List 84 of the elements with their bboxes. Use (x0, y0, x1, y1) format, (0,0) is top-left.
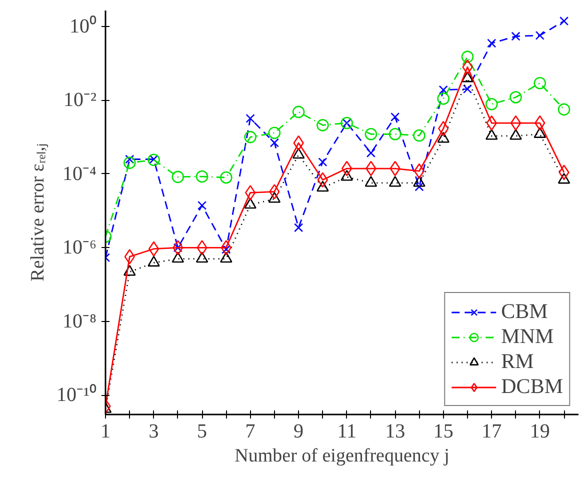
point (172, 252, 184, 263)
x-tick-label: 11 (337, 420, 356, 442)
point (220, 240, 232, 256)
x-tick-label: 5 (197, 420, 208, 442)
legend-label: MNM (501, 324, 554, 349)
point (511, 32, 520, 41)
point (268, 126, 281, 139)
point (196, 240, 208, 256)
y-tick-label: 10⁰ (70, 14, 96, 38)
point (437, 92, 450, 105)
point (485, 98, 498, 110)
point (461, 50, 474, 63)
legend-label: CBM (501, 299, 548, 324)
point (123, 264, 136, 276)
point (220, 252, 232, 263)
point (414, 163, 425, 179)
point (388, 176, 402, 187)
y-axis-title: Relative error εᵣₑₗ,ⱼ (28, 144, 49, 282)
point (462, 84, 472, 94)
point (148, 256, 160, 267)
y-tick-label: 10⁻¹⁰ (56, 383, 97, 406)
legend-label: RM (501, 349, 534, 374)
point (340, 170, 353, 181)
point (437, 132, 450, 143)
x-tick-label: 19 (530, 420, 550, 442)
x-tick-label: 3 (148, 420, 159, 442)
y-tick-label: 10⁻⁶ (62, 236, 97, 259)
point (246, 114, 255, 123)
point (196, 252, 208, 263)
point (268, 192, 281, 203)
point (292, 106, 305, 118)
point (220, 171, 232, 184)
point (197, 200, 207, 210)
point (510, 128, 522, 140)
x-axis-title: Number of eigenfrequency j (234, 446, 450, 466)
point (148, 154, 160, 166)
point (487, 38, 496, 48)
x-tick-label: 17 (482, 420, 502, 442)
y-tick-label: 10⁻² (64, 89, 97, 112)
x-tick-label: 1 (100, 420, 110, 442)
legend-label: DCBM (501, 374, 563, 399)
y-tick-label: 10⁻⁴ (62, 162, 97, 185)
point (438, 85, 448, 94)
point (510, 91, 522, 104)
point (270, 138, 279, 148)
point (125, 154, 134, 164)
point (461, 71, 474, 82)
point (244, 185, 256, 200)
point (196, 170, 208, 183)
point (510, 115, 522, 131)
point (148, 241, 160, 257)
point (294, 223, 304, 232)
point (559, 16, 569, 26)
point (124, 249, 135, 264)
point (535, 30, 544, 40)
x-tick-label: 9 (294, 420, 304, 442)
point (316, 119, 329, 132)
point (172, 240, 184, 256)
point (558, 172, 570, 184)
x-tick-label: 7 (245, 420, 256, 442)
point (390, 112, 400, 122)
point (244, 130, 256, 144)
point (244, 198, 256, 209)
point (364, 176, 378, 187)
point (318, 158, 328, 167)
x-tick-label: 15 (433, 420, 454, 442)
point (366, 148, 376, 158)
x-tick-label: 13 (385, 420, 406, 442)
point (413, 176, 426, 187)
point (534, 127, 546, 138)
y-tick-label: 10⁻⁸ (62, 310, 97, 332)
point (317, 172, 328, 188)
point (269, 184, 280, 200)
point (485, 128, 498, 140)
point (414, 182, 424, 192)
point (364, 128, 378, 140)
point (172, 170, 184, 184)
point (292, 148, 305, 159)
point (123, 156, 136, 169)
point (388, 128, 402, 140)
point (413, 129, 426, 142)
point (534, 76, 546, 90)
point (558, 103, 570, 116)
point (316, 180, 329, 192)
